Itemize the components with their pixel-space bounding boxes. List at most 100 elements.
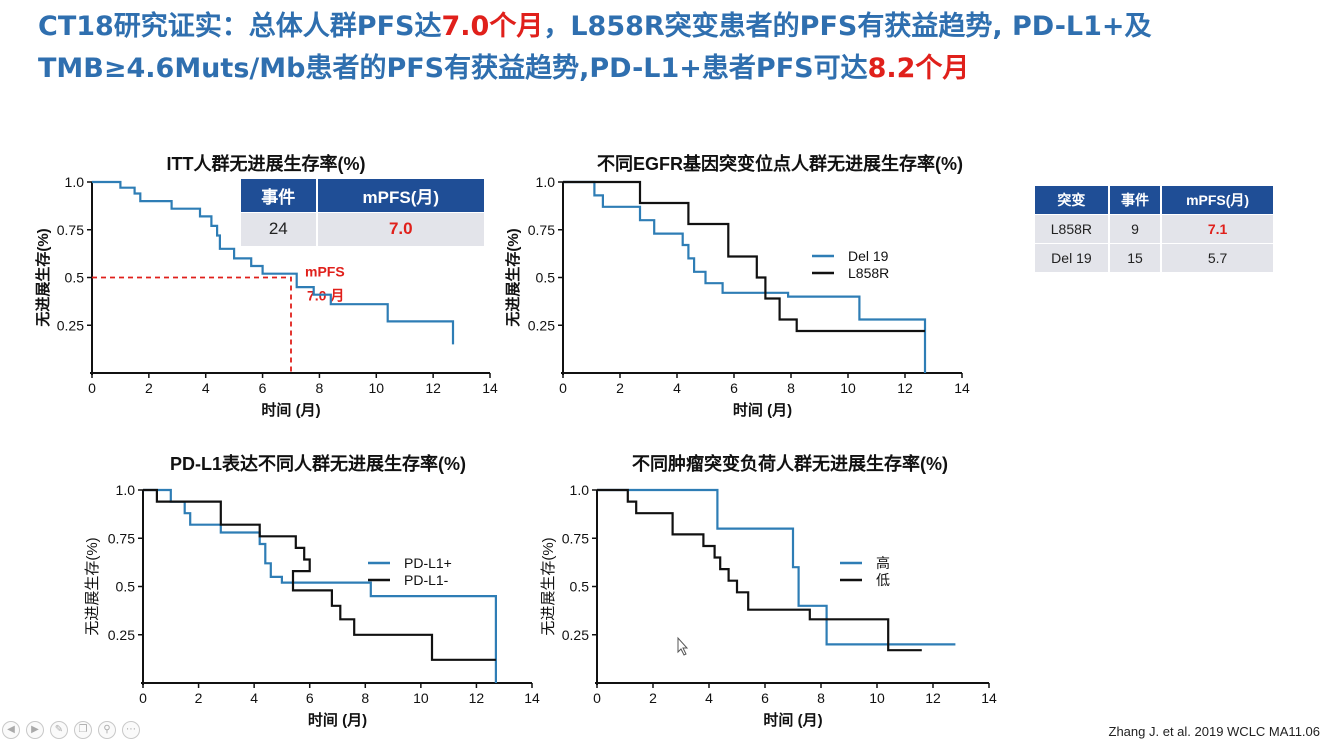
pen-icon[interactable]: ✎ xyxy=(50,720,68,739)
itt-y-tick-label: 0.25 xyxy=(57,317,84,333)
egfr-legend-label: Del 19 xyxy=(848,248,889,264)
tmb-y-tick-label: 1.0 xyxy=(570,482,590,498)
itt-y-tick-label: 0.75 xyxy=(57,222,84,238)
itt-median-label: mPFS xyxy=(305,264,345,280)
tmb-x-tick-label: 10 xyxy=(869,690,885,706)
itt-x-tick-label: 8 xyxy=(316,380,324,396)
egfr-row-mpfs: 7.1 xyxy=(1160,213,1273,243)
tmb-chart-title: 不同肿瘤突变负荷人群无进展生存率(%) xyxy=(632,453,948,474)
pdl1-chart-title: PD-L1表达不同人群无进展生存率(%) xyxy=(170,453,466,474)
tmb-y-tick-label: 0.25 xyxy=(562,627,589,643)
itt-events-value: 24 xyxy=(241,211,317,246)
tmb-series-black-line xyxy=(597,488,922,652)
itt-mpfs-value: 7.0 xyxy=(315,211,484,246)
prev-icon[interactable]: ◀ xyxy=(2,720,20,739)
itt-series-blue-line xyxy=(92,180,455,345)
egfr-y-tick-label: 0.5 xyxy=(536,270,556,286)
tmb-x-axis-label: 时间 (月) xyxy=(763,711,822,729)
itt-header-mpfs: mPFS(月) xyxy=(315,179,484,212)
itt-x-tick-label: 10 xyxy=(368,380,384,396)
tmb-x-tick-label: 2 xyxy=(649,690,657,706)
title-highlight: 8.2个月 xyxy=(867,53,970,84)
itt-x-tick-label: 0 xyxy=(88,380,96,396)
itt-x-tick-label: 12 xyxy=(425,380,441,396)
itt-chart-title: ITT人群无进展生存率(%) xyxy=(167,153,366,174)
copy-icon[interactable]: ❐ xyxy=(74,720,92,739)
egfr-header-events: 事件 xyxy=(1107,186,1162,214)
tmb-y-tick-label: 0.75 xyxy=(562,530,589,546)
pdl1-x-tick-label: 8 xyxy=(361,690,369,706)
pdl1-y-tick-label: 0.5 xyxy=(116,579,136,595)
table-row: Del 19 15 5.7 xyxy=(1035,242,1273,272)
egfr-x-tick-label: 4 xyxy=(673,380,681,396)
tmb-series-blue-line xyxy=(597,488,956,646)
citation: Zhang J. et al. 2019 WCLC MA11.06 xyxy=(1108,724,1320,739)
pdl1-x-tick-label: 4 xyxy=(250,690,258,706)
pdl1-y-axis-label: 无进展生存(%) xyxy=(84,537,101,635)
tmb-x-tick-label: 8 xyxy=(817,690,825,706)
egfr-x-tick-label: 8 xyxy=(787,380,795,396)
tmb-legend-label: 高 xyxy=(876,555,890,571)
itt-y-axis-label: 无进展生存(%) xyxy=(34,228,52,327)
egfr-series-blue-line xyxy=(563,180,927,373)
presentation-toolbar: ◀ ▶ ✎ ❐ ⚲ ⋯ xyxy=(0,718,200,741)
egfr-y-axis-label: 无进展生存(%) xyxy=(504,228,522,327)
egfr-row-mpfs: 5.7 xyxy=(1160,242,1273,272)
itt-events-table: 事件 mPFS(月) 24 7.0 xyxy=(241,179,484,246)
itt-median-line xyxy=(92,276,292,373)
egfr-row-mutation: Del 19 xyxy=(1035,242,1109,272)
egfr-x-tick-label: 14 xyxy=(954,380,970,396)
egfr-mutation-table: 突变 事件 mPFS(月) L858R 9 7.1 Del 19 15 5.7 xyxy=(1035,186,1273,272)
egfr-chart-title: 不同EGFR基因突变位点人群无进展生存率(%) xyxy=(597,153,963,174)
tmb-y-tick-label: 0.5 xyxy=(570,579,590,595)
egfr-row-events: 15 xyxy=(1107,242,1162,272)
zoom-icon[interactable]: ⚲ xyxy=(98,720,116,739)
itt-x-tick-label: 4 xyxy=(202,380,210,396)
itt-x-tick-label: 14 xyxy=(482,380,498,396)
pdl1-x-tick-label: 12 xyxy=(469,690,485,706)
table-row: L858R 9 7.1 xyxy=(1035,213,1273,243)
mouse-cursor-icon xyxy=(677,636,689,656)
pdl1-y-tick-label: 1.0 xyxy=(116,482,136,498)
itt-x-tick-label: 2 xyxy=(145,380,153,396)
itt-x-tick-label: 6 xyxy=(259,380,267,396)
pdl1-legend-label: PD-L1+ xyxy=(404,555,452,571)
itt-y-tick-label: 1.0 xyxy=(65,174,85,190)
egfr-x-tick-label: 6 xyxy=(730,380,738,396)
pdl1-series-black-line xyxy=(143,488,496,661)
tmb-x-tick-label: 4 xyxy=(705,690,713,706)
pdl1-x-tick-label: 10 xyxy=(413,690,429,706)
tmb-legend-label: 低 xyxy=(876,572,890,588)
egfr-row-mutation: L858R xyxy=(1035,213,1109,243)
egfr-row-events: 9 xyxy=(1107,213,1162,243)
egfr-x-tick-label: 0 xyxy=(559,380,567,396)
pdl1-x-axis-label: 时间 (月) xyxy=(308,711,367,729)
pdl1-x-tick-label: 14 xyxy=(524,690,540,706)
tmb-x-tick-label: 12 xyxy=(925,690,941,706)
egfr-y-tick-label: 0.75 xyxy=(528,222,555,238)
title-text: CT18研究证实：总体人群PFS达 xyxy=(38,11,442,42)
tmb-x-tick-label: 14 xyxy=(981,690,997,706)
pdl1-series-blue-line xyxy=(143,488,497,683)
slide-title: CT18研究证实：总体人群PFS达7.0个月，L858R突变患者的PFS有获益趋… xyxy=(38,6,1308,90)
egfr-y-tick-label: 0.25 xyxy=(528,317,555,333)
tmb-x-tick-label: 6 xyxy=(761,690,769,706)
tmb-y-axis-label: 无进展生存(%) xyxy=(540,537,557,635)
tmb-x-tick-label: 0 xyxy=(593,690,601,706)
egfr-x-tick-label: 10 xyxy=(840,380,856,396)
pdl1-legend-label: PD-L1- xyxy=(404,572,449,588)
pdl1-y-tick-label: 0.25 xyxy=(108,627,135,643)
egfr-x-axis-label: 时间 (月) xyxy=(733,401,792,419)
egfr-x-tick-label: 12 xyxy=(897,380,913,396)
title-text: ，L858R突变患者的PFS有获益趋势, PD-L1+及TMB≥4.6Muts/… xyxy=(38,11,1152,84)
play-icon[interactable]: ▶ xyxy=(26,720,44,739)
itt-header-events: 事件 xyxy=(241,179,317,212)
egfr-y-tick-label: 1.0 xyxy=(536,174,556,190)
more-icon[interactable]: ⋯ xyxy=(122,720,140,739)
title-highlight: 7.0个月 xyxy=(441,11,544,42)
egfr-header-mutation: 突变 xyxy=(1035,186,1109,214)
